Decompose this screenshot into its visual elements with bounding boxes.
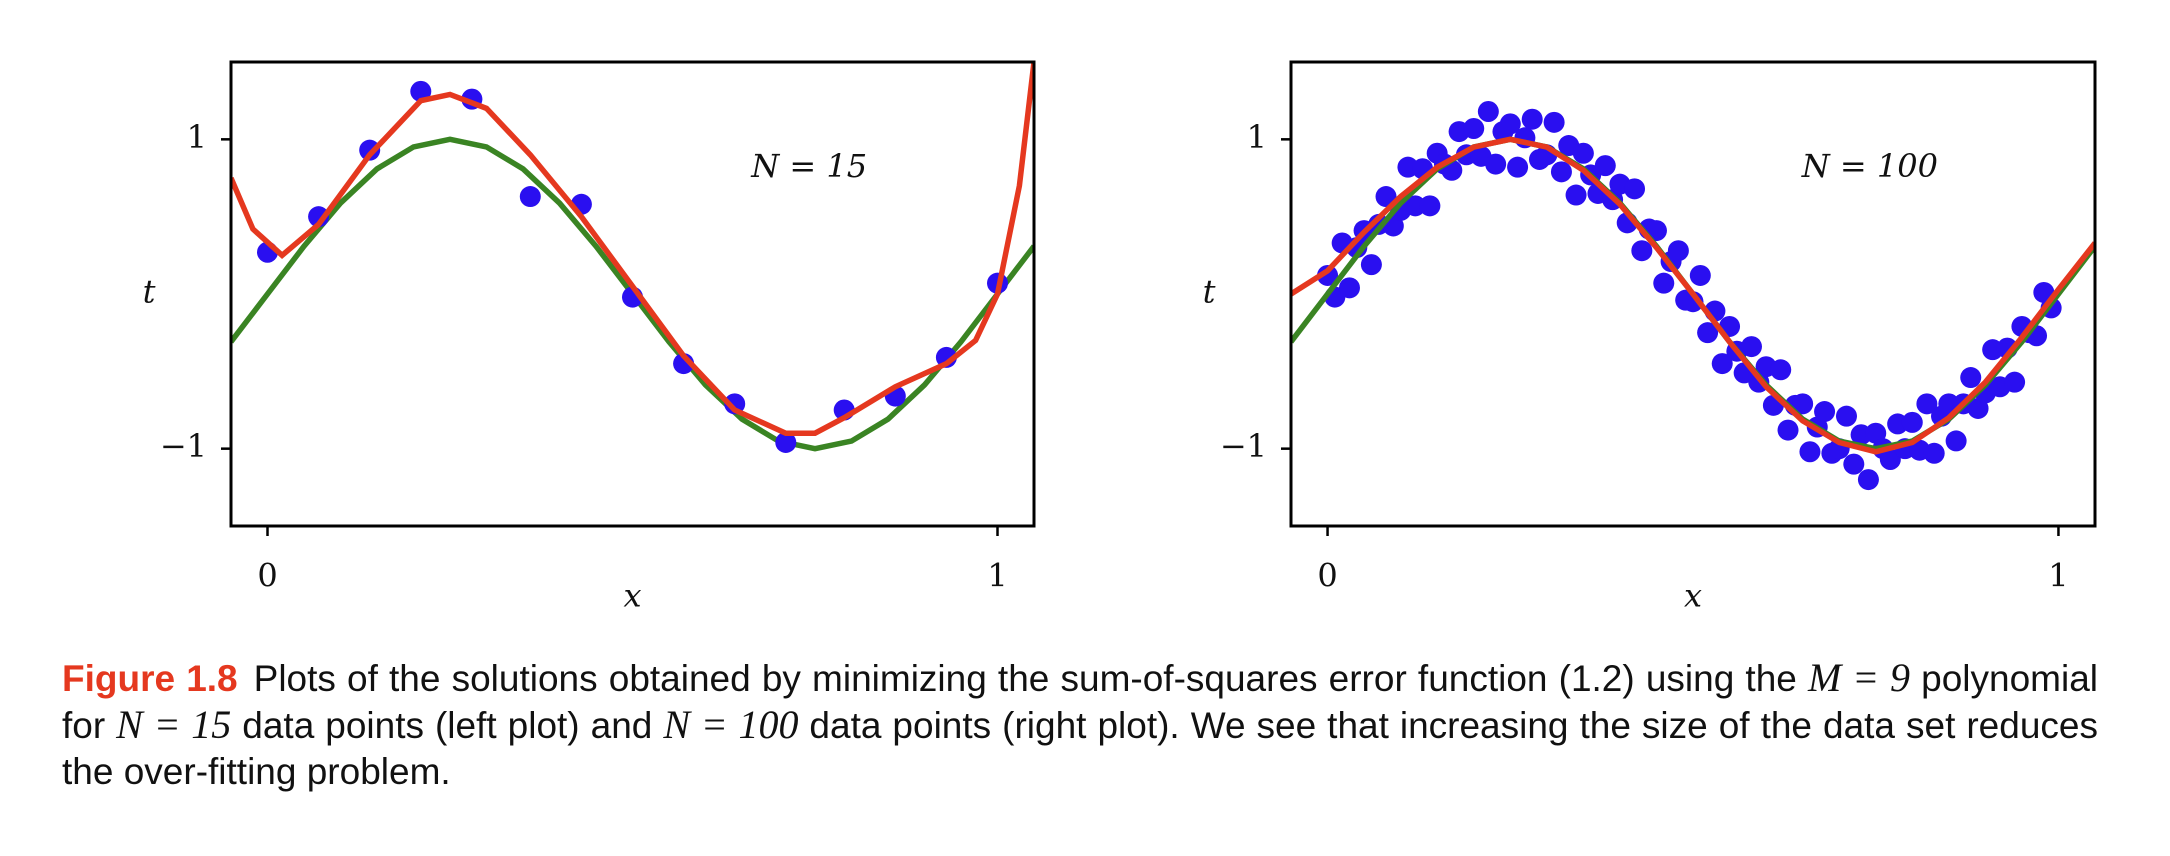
caption-text: data points (right plot). We see that in…	[62, 705, 2098, 792]
data-point	[1770, 359, 1792, 381]
caption-math: N = 100	[663, 702, 799, 747]
data-point	[775, 431, 797, 453]
data-point	[1799, 441, 1821, 463]
annotation: N = 100	[1801, 147, 1938, 185]
data-point	[1375, 186, 1397, 208]
frame	[229, 60, 1036, 528]
plot-area	[1291, 100, 2095, 491]
data-point	[1624, 178, 1646, 200]
data-point	[1689, 264, 1711, 286]
data-point	[1945, 430, 1967, 452]
data-point	[1463, 118, 1485, 140]
data-point	[1923, 442, 1945, 464]
data-point	[359, 139, 381, 161]
caption-label: Figure 1.8	[62, 658, 238, 699]
data-point	[410, 80, 432, 102]
data-point	[1777, 419, 1799, 441]
data-point	[1835, 405, 1857, 427]
data-point	[1317, 264, 1339, 286]
data-point	[1740, 336, 1762, 358]
caption-text: polynomial for	[62, 658, 2099, 746]
data-point	[1594, 155, 1616, 177]
data-point	[1792, 393, 1814, 415]
data-point	[1404, 195, 1426, 217]
data-point	[2004, 371, 2026, 393]
y-tick-label: 1	[1247, 118, 1267, 156]
data-point	[1550, 161, 1572, 183]
data-point	[1814, 401, 1836, 423]
x-axis-label: x	[1684, 577, 1702, 615]
data-point	[1960, 367, 1982, 389]
data-point	[1338, 277, 1360, 299]
x-tick-label: 0	[1317, 557, 1337, 595]
data-point	[1631, 240, 1653, 262]
data-point	[1419, 195, 1441, 217]
data-point	[1711, 353, 1733, 375]
y-tick-label: −1	[1220, 427, 1267, 465]
curve	[1291, 136, 2095, 455]
data-point	[1572, 142, 1594, 164]
caption: Figure 1.8 Plots of the solutions obtaine…	[62, 655, 2098, 795]
caption-math: M = 9	[1808, 655, 1911, 700]
data-point	[1697, 322, 1719, 344]
curve	[231, 62, 1034, 436]
caption-text: data points (left plot) and	[231, 705, 664, 746]
plot-area	[231, 62, 1034, 453]
y-tick-label: 1	[187, 118, 207, 156]
y-tick-label: −1	[160, 427, 207, 465]
data-point	[1477, 100, 1499, 122]
data-point	[1857, 469, 1879, 491]
x-tick-label: 1	[2048, 557, 2068, 595]
x-axis-label: x	[623, 577, 641, 615]
data-point	[1879, 448, 1901, 470]
data-point	[1916, 393, 1938, 415]
data-point	[1485, 153, 1507, 175]
frame	[1289, 60, 2097, 528]
caption-math: N = 15	[116, 702, 232, 747]
data-point	[1507, 156, 1529, 178]
data-point	[1667, 240, 1689, 262]
y-axis-label: t	[143, 273, 156, 311]
data-point	[1521, 108, 1543, 130]
data-point	[724, 393, 746, 415]
annotation: N = 15	[750, 147, 867, 185]
data-point	[1565, 184, 1587, 206]
data-point	[1499, 113, 1521, 135]
x-tick-label: 0	[257, 557, 277, 595]
data-point	[1360, 254, 1382, 276]
data-point	[519, 186, 541, 208]
figure: 0 1 −1 1 x t N = 15 0 1 −1 1 x t N = 100	[143, 60, 2097, 615]
data-point	[1653, 272, 1675, 294]
y-axis-label: t	[1203, 273, 1216, 311]
x-tick-label: 1	[987, 557, 1007, 595]
data-point	[1543, 111, 1565, 133]
data-point	[308, 206, 330, 228]
data-point	[1901, 411, 1923, 433]
data-point	[1843, 453, 1865, 475]
caption-text: Plots of the solutions obtained by minim…	[253, 658, 1808, 699]
